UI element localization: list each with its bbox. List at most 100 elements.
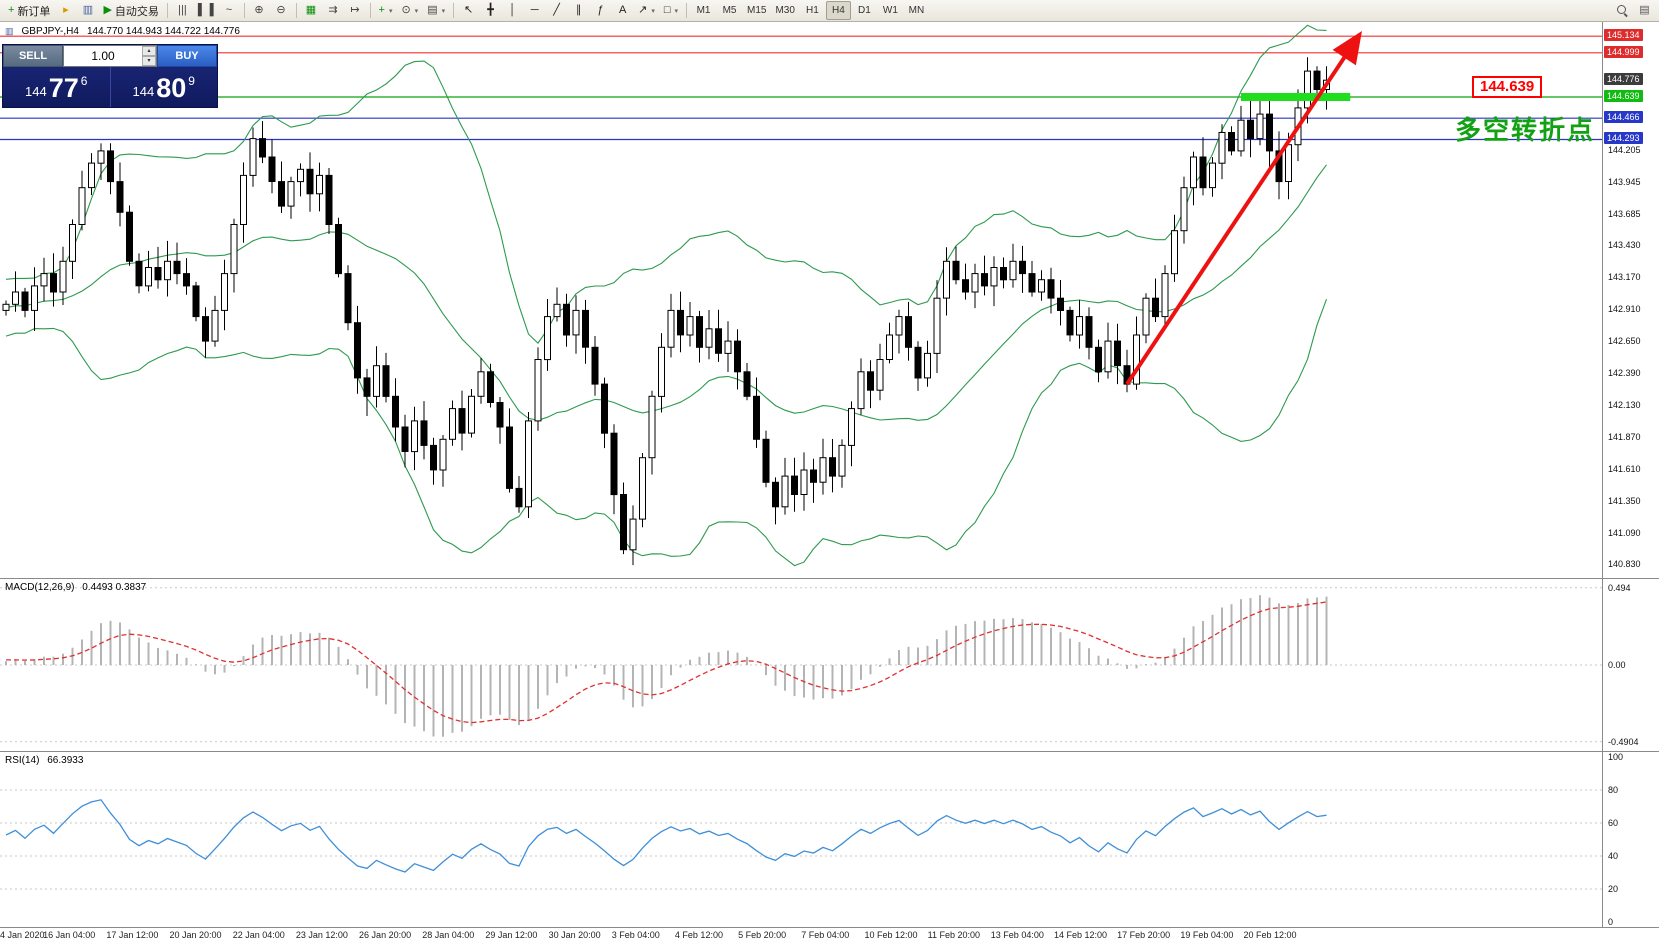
candlestick-chart-icon: ▌▐ <box>197 4 214 16</box>
level-price-label[interactable]: 144.639 <box>1472 76 1543 98</box>
templates-icon: ▤ <box>427 4 438 16</box>
chart-window-icon[interactable]: ▥ <box>77 1 98 20</box>
timeframe-h4-button[interactable]: H4 <box>825 1 851 20</box>
rsi-axis[interactable]: 100 80 60 40 20 0 <box>1602 752 1659 928</box>
indicators-button[interactable]: + ▾ <box>375 1 397 20</box>
window-list-button[interactable]: ▤ <box>1634 1 1655 20</box>
volume-down-button[interactable]: ▾ <box>142 56 156 66</box>
timeframe-m15-button[interactable]: M15 <box>743 1 770 20</box>
dropdown-caret-icon: ▾ <box>414 7 419 15</box>
search-button[interactable] <box>1612 1 1633 20</box>
time-axis-label: 28 Jan 04:00 <box>422 930 475 940</box>
bid-big-digits: 77 <box>48 73 79 103</box>
new-order-button[interactable]: + 新订单 <box>4 1 54 20</box>
dropdown-caret-icon: ▾ <box>441 7 446 15</box>
rsi-axis-tick: 60 <box>1608 818 1619 828</box>
fibonacci-button[interactable]: ƒ <box>590 1 611 20</box>
timeframe-d1-button[interactable]: D1 <box>852 1 877 20</box>
time-axis-label: 29 Jan 12:00 <box>485 930 538 940</box>
toolbar-separator <box>686 3 688 18</box>
timeframe-m30-button[interactable]: M30 <box>771 1 798 20</box>
timeframe-m1-button[interactable]: M1 <box>691 1 716 20</box>
shapes-button[interactable]: □ ▾ <box>660 1 682 20</box>
zoom-in-button[interactable]: ⊕ <box>249 1 270 20</box>
chart-shift-button[interactable]: ↦ <box>345 1 366 20</box>
price-axis-tick: 142.650 <box>1608 336 1641 347</box>
price-svg <box>0 24 1602 567</box>
time-axis-label: 20 Jan 20:00 <box>169 930 222 940</box>
price-axis[interactable]: 144.205 143.945 143.685 143.430 143.170 142.9… <box>1602 22 1659 579</box>
price-axis-tick: 140.830 <box>1608 559 1641 570</box>
timeframe-m5-button[interactable]: M5 <box>717 1 742 20</box>
price-level-label: 144.639 <box>1604 89 1643 102</box>
price-axis-tick: 143.945 <box>1608 177 1641 188</box>
price-axis-tick: 144.205 <box>1608 145 1641 156</box>
auto-trading-icon: ▶ <box>103 4 112 16</box>
time-axis-label: 23 Jan 12:00 <box>295 930 348 940</box>
dropdown-caret-icon: ▾ <box>651 7 655 15</box>
chart-icon: ▥ <box>5 26 14 36</box>
time-axis-label: 4 Feb 12:00 <box>674 930 723 940</box>
bar-chart-button[interactable]: ||| <box>172 1 193 20</box>
zoom-out-icon: ⊖ <box>276 4 286 16</box>
rsi-indicator-pane[interactable] <box>0 752 1602 928</box>
zoom-in-icon: ⊕ <box>254 4 264 16</box>
sell-button[interactable]: SELL <box>3 45 63 67</box>
text-icon: A <box>618 4 627 16</box>
text-button[interactable]: A <box>612 1 633 20</box>
time-axis-label: 5 Feb 20:00 <box>738 930 787 940</box>
line-chart-button[interactable]: ~ <box>219 1 240 20</box>
price-level-label: 144.293 <box>1604 132 1643 145</box>
horizontal-line-button[interactable]: ─ <box>524 1 545 20</box>
auto-scroll-button[interactable]: ⇉ <box>323 1 344 20</box>
trendline-button[interactable]: ╱ <box>546 1 567 20</box>
macd-indicator-pane[interactable] <box>0 579 1602 752</box>
buy-button[interactable]: BUY <box>157 45 217 67</box>
periods-icon: ⊙ <box>401 4 411 16</box>
timeframe-h1-button[interactable]: H1 <box>800 1 825 20</box>
auto-trading-button[interactable]: ▶ 自动交易 <box>99 1 162 20</box>
crosshair-button[interactable]: ╋ <box>480 1 501 20</box>
templates-button[interactable]: ▤ ▾ <box>423 1 449 20</box>
rsi-name: RSI(14) <box>5 755 40 766</box>
volume-input[interactable] <box>64 46 142 66</box>
time-axis[interactable]: 4 Jan 2020 16 Jan 04:00 17 Jan 12:00 20 Jan… <box>0 928 1659 943</box>
macd-axis-tick: 0.00 <box>1608 660 1626 670</box>
order-panel-controls: SELL ▴ ▾ BUY <box>3 45 217 67</box>
macd-values: 0.4493 0.3837 <box>82 582 147 593</box>
timeframe-mn-button[interactable]: MN <box>904 1 929 20</box>
rsi-axis-tick: 80 <box>1608 785 1619 795</box>
toolbar-separator <box>295 3 297 18</box>
timeframe-w1-button[interactable]: W1 <box>878 1 903 20</box>
volume-up-button[interactable]: ▴ <box>142 46 156 56</box>
zoom-out-button[interactable]: ⊖ <box>271 1 292 20</box>
bid-main: 144 <box>25 84 47 100</box>
price-chart-pane[interactable] <box>0 22 1602 579</box>
periods-button[interactable]: ⊙ ▾ <box>397 1 422 20</box>
channel-button[interactable]: ∥ <box>568 1 589 20</box>
new-order-icon: + <box>8 4 15 16</box>
announcement-icon[interactable]: ▸ <box>55 1 76 20</box>
toolbar-separator <box>166 3 168 18</box>
line-chart-icon: ~ <box>225 4 233 16</box>
price-axis-tick: 142.130 <box>1608 399 1641 410</box>
macd-axis-tick: -0.4904 <box>1608 736 1639 747</box>
bid-price[interactable]: 144 77 6 <box>3 67 111 107</box>
cursor-button[interactable]: ↖ <box>458 1 479 20</box>
time-axis-label: 16 Jan 04:00 <box>43 930 96 940</box>
vertical-line-button[interactable]: │ <box>502 1 523 20</box>
dropdown-caret-icon: ▾ <box>388 7 393 15</box>
toolbar-separator <box>369 3 371 18</box>
main-toolbar: + 新订单 ▸ ▥ ▶ 自动交易 ||| ▌▐ ~ ⊕ ⊖ ▦ ⇉ ↦ + ▾ ⊙ ▾ ▤ ▾ ↖ ╋ │ ─ ╱ ∥ ƒ A ↗ ▾ □ ▾… <box>0 0 1659 22</box>
chart-window-icon: ▥ <box>82 4 94 16</box>
turning-point-note[interactable]: 多空转折点 <box>1455 115 1596 145</box>
candlestick-chart-button[interactable]: ▌▐ <box>194 1 218 20</box>
time-axis-label: 19 Feb 04:00 <box>1180 930 1234 940</box>
ask-price[interactable]: 144 80 9 <box>111 67 218 107</box>
macd-axis[interactable]: 0.494 0.00 -0.4904 <box>1602 579 1659 752</box>
tile-windows-button[interactable]: ▦ <box>301 1 322 20</box>
ask-main: 144 <box>132 84 155 100</box>
price-axis-tick: 141.350 <box>1608 495 1641 506</box>
shapes-icon: □ <box>663 4 671 16</box>
arrow-button[interactable]: ↗ ▾ <box>634 1 659 20</box>
